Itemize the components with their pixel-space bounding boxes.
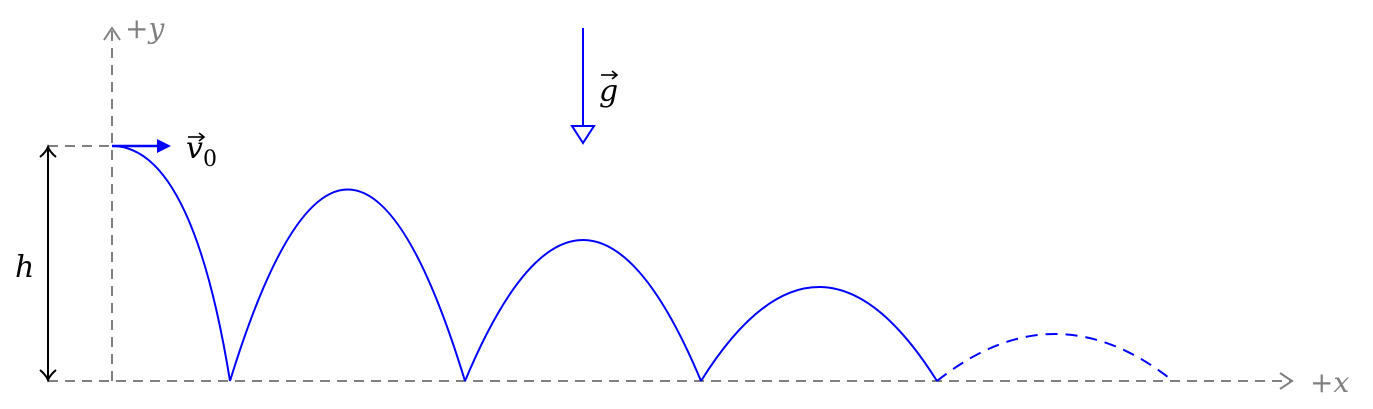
initial-velocity-vector: v0	[112, 131, 217, 172]
x-axis: +x	[48, 366, 1349, 399]
velocity-arrowhead	[157, 139, 171, 153]
x-axis-label-var: x	[1333, 366, 1349, 399]
velocity-symbol: v	[186, 131, 203, 166]
trajectory-bounce-1	[229, 188, 466, 382]
x-axis-arrowhead	[1279, 372, 1294, 390]
gravity-arrowhead	[570, 125, 596, 145]
y-axis-label: +y	[125, 12, 165, 45]
y-axis-arrowhead	[103, 26, 121, 41]
x-axis-label: +x	[1310, 366, 1349, 399]
trajectory-bounce-2	[464, 239, 702, 382]
velocity-vector-tip	[198, 132, 206, 142]
trajectory-bounce-3	[700, 286, 938, 382]
velocity-label: v0	[186, 131, 217, 172]
velocity-subscript: 0	[203, 147, 217, 172]
gravity-vector-tip	[611, 70, 619, 80]
trajectory-bounce-4-dashed	[936, 333, 1174, 382]
trajectory	[111, 145, 1174, 382]
height-label: h	[15, 250, 34, 285]
gravity-vector: g	[570, 28, 619, 145]
y-axis: +y	[103, 12, 165, 381]
height-arrowhead-top	[39, 144, 57, 158]
trajectory-drop-arc	[111, 145, 231, 382]
height-arrowhead-bottom	[39, 369, 57, 383]
x-axis-label-sign: +	[1310, 366, 1333, 399]
gravity-label: g	[599, 74, 618, 109]
height-dimension: h	[15, 144, 57, 383]
